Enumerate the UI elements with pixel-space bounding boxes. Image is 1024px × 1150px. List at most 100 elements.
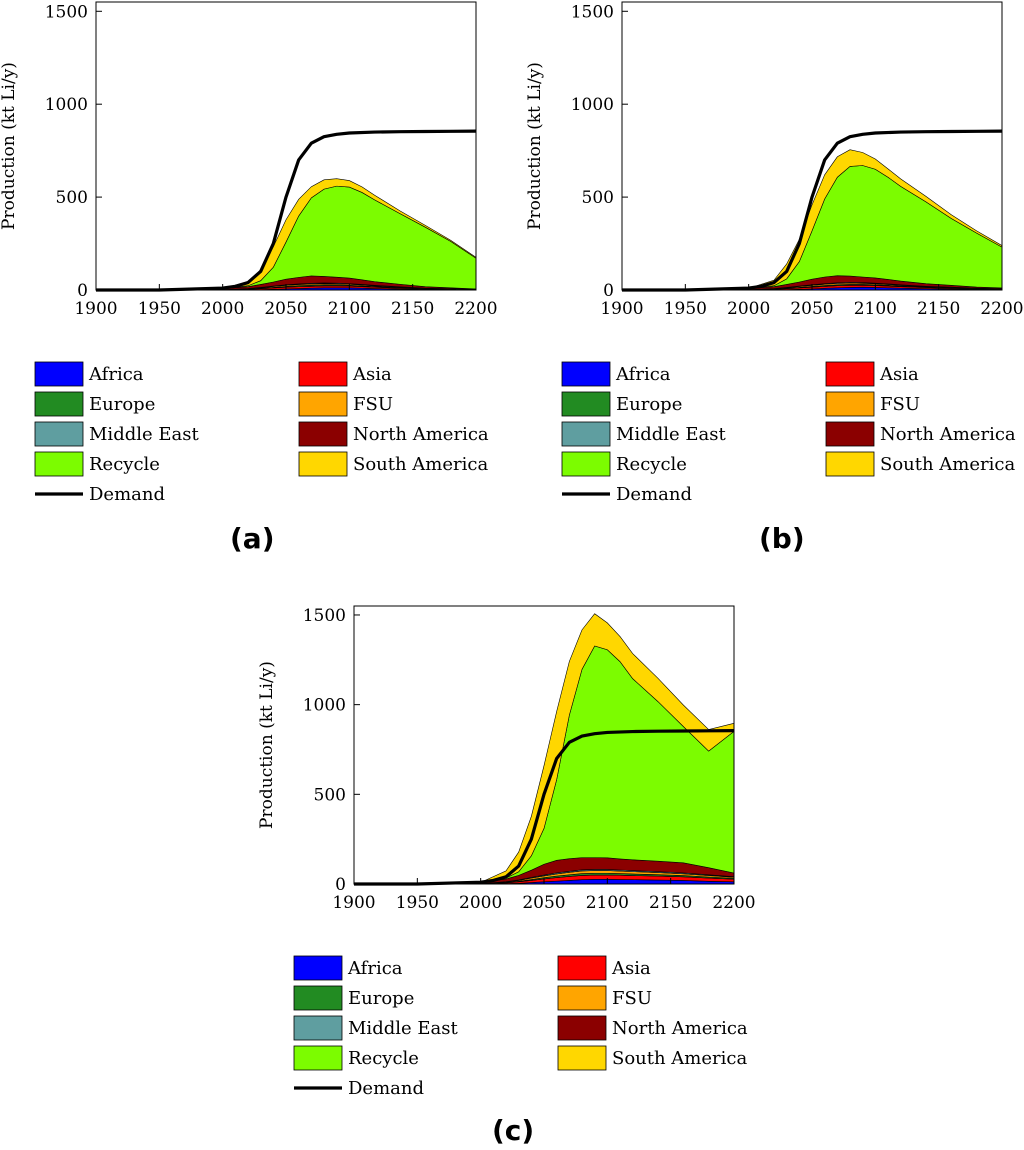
legend: Africa Europe Middle East Recycle Demand Asia… xyxy=(293,955,748,1099)
x-tick-label: 2050 xyxy=(790,299,833,319)
legend-label-asia: Asia xyxy=(611,958,651,979)
x-tick-label: 2100 xyxy=(586,893,629,913)
x-tick-label: 1950 xyxy=(138,299,181,319)
legend-swatch-europe xyxy=(293,985,343,1011)
legend-label-asia: Asia xyxy=(879,364,919,385)
y-tick-label: 1500 xyxy=(303,606,346,626)
legend-label-africa: Africa xyxy=(347,958,403,979)
area-layers xyxy=(621,149,1003,291)
panel-a: 1900 1950 2000 2050 2100 2150 2200 0 500 1000 1500… xyxy=(0,0,512,575)
x-tick-label: 2150 xyxy=(917,299,960,319)
legend-swatch-recycle xyxy=(561,451,611,477)
x-tick-label: 2100 xyxy=(854,299,897,319)
y-tick-label: 1000 xyxy=(571,95,614,115)
x-tick-label: 2000 xyxy=(201,299,244,319)
y-tick-label: 1000 xyxy=(45,95,88,115)
legend-label-recycle: Recycle xyxy=(616,454,687,475)
chart-c: 1900 1950 2000 2050 2100 2150 2200 0 500 1000 1500… xyxy=(257,605,756,1099)
x-tick-label: 2000 xyxy=(727,299,770,319)
legend-label-europe: Europe xyxy=(89,394,155,415)
legend: Africa Europe Middle East Recycle Demand Asia… xyxy=(34,361,489,505)
panel-label-a: (a) xyxy=(230,522,275,555)
legend-swatch-north-america xyxy=(825,421,875,447)
x-tick-label: 2100 xyxy=(328,299,371,319)
y-tick-label: 0 xyxy=(335,875,346,895)
x-tick-label: 1900 xyxy=(600,299,643,319)
x-tick-label: 2150 xyxy=(391,299,434,319)
demand-line xyxy=(96,129,477,292)
panel-label-c: (c) xyxy=(492,1114,535,1147)
legend-swatch-south-america xyxy=(557,1045,607,1071)
legend-swatch-asia xyxy=(825,361,875,387)
y-tick-label: 500 xyxy=(56,188,88,208)
legend-label-middle-east: Middle East xyxy=(616,424,726,445)
legend-label-middle-east: Middle East xyxy=(89,424,199,445)
x-tick-label: 2200 xyxy=(712,893,755,913)
y-tick-label: 1000 xyxy=(303,696,346,716)
y-tick-label: 500 xyxy=(582,188,614,208)
legend-label-africa: Africa xyxy=(615,364,671,385)
x-tick-label: 1900 xyxy=(332,893,375,913)
legend-swatch-fsu xyxy=(298,391,348,417)
x-tick-label: 2200 xyxy=(454,299,497,319)
y-axis-label: Production (kt Li/y) xyxy=(525,62,545,230)
legend-label-south-america: South America xyxy=(612,1048,747,1069)
panel-c: 1900 1950 2000 2050 2100 2150 2200 0 500 1000 1500… xyxy=(257,592,770,1150)
legend-label-fsu: FSU xyxy=(353,394,393,415)
legend-swatch-middle-east xyxy=(34,421,84,447)
legend-swatch-fsu xyxy=(557,985,607,1011)
y-tick-label: 0 xyxy=(603,281,614,301)
legend-label-recycle: Recycle xyxy=(89,454,160,475)
legend-label-europe: Europe xyxy=(616,394,682,415)
legend-swatch-north-america xyxy=(298,421,348,447)
demand-line xyxy=(622,129,1003,292)
x-tick-label: 2150 xyxy=(649,893,692,913)
legend-label-middle-east: Middle East xyxy=(348,1018,458,1039)
legend-label-fsu: FSU xyxy=(612,988,652,1009)
x-tick-label: 2200 xyxy=(980,299,1023,319)
legend-swatch-recycle xyxy=(34,451,84,477)
legend-swatch-south-america xyxy=(298,451,348,477)
legend-label-south-america: South America xyxy=(880,454,1015,475)
x-tick-label: 1950 xyxy=(396,893,439,913)
legend-swatch-fsu xyxy=(825,391,875,417)
x-tick-label: 1900 xyxy=(74,299,117,319)
x-tick-label: 2050 xyxy=(264,299,307,319)
x-tick-label: 2000 xyxy=(459,893,502,913)
legend-swatch-africa xyxy=(293,955,343,981)
y-axis-label: Production (kt Li/y) xyxy=(0,62,19,230)
legend-label-north-america: North America xyxy=(612,1018,748,1039)
legend-swatch-asia xyxy=(557,955,607,981)
legend-swatch-africa xyxy=(34,361,84,387)
legend-swatch-europe xyxy=(561,391,611,417)
legend-swatch-middle-east xyxy=(561,421,611,447)
panel-label-b: (b) xyxy=(759,522,805,555)
legend-label-europe: Europe xyxy=(348,988,414,1009)
legend-swatch-recycle xyxy=(293,1045,343,1071)
chart-b: 1900 1950 2000 2050 2100 2150 2200 0 500 1000 1500… xyxy=(525,1,1024,505)
chart-a: 1900 1950 2000 2050 2100 2150 2200 0 500 1000 1500… xyxy=(0,1,498,505)
y-tick-label: 500 xyxy=(314,785,346,805)
legend-label-recycle: Recycle xyxy=(348,1048,419,1069)
legend-label-asia: Asia xyxy=(352,364,392,385)
legend-label-demand: Demand xyxy=(89,484,165,505)
legend-swatch-north-america xyxy=(557,1015,607,1041)
y-axis-label: Production (kt Li/y) xyxy=(257,661,277,829)
y-tick-label: 1500 xyxy=(45,2,88,22)
y-tick-label: 0 xyxy=(77,281,88,301)
area-layers xyxy=(353,613,735,885)
legend-swatch-europe xyxy=(34,391,84,417)
legend: Africa Europe Middle East Recycle Demand Asia… xyxy=(561,361,1016,505)
y-tick-label: 1500 xyxy=(571,2,614,22)
legend-label-south-america: South America xyxy=(353,454,488,475)
demand-line xyxy=(354,729,735,886)
legend-swatch-asia xyxy=(298,361,348,387)
x-tick-label: 2050 xyxy=(522,893,565,913)
legend-label-demand: Demand xyxy=(348,1078,424,1099)
legend-swatch-middle-east xyxy=(293,1015,343,1041)
legend-label-north-america: North America xyxy=(353,424,489,445)
panel-b: 1900 1950 2000 2050 2100 2150 2200 0 500 1000 1500… xyxy=(525,0,1024,575)
legend-label-africa: Africa xyxy=(88,364,144,385)
x-tick-label: 1950 xyxy=(664,299,707,319)
legend-label-demand: Demand xyxy=(616,484,692,505)
